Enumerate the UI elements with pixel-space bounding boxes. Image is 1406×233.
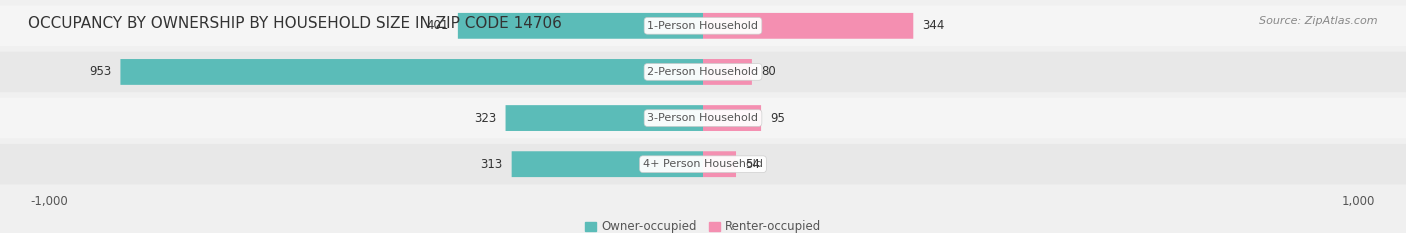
FancyBboxPatch shape (512, 151, 703, 177)
Legend: Owner-occupied, Renter-occupied: Owner-occupied, Renter-occupied (579, 216, 827, 233)
Text: 80: 80 (761, 65, 776, 79)
Text: 953: 953 (89, 65, 111, 79)
Text: 313: 313 (481, 158, 502, 171)
Text: -1,000: -1,000 (31, 195, 69, 208)
FancyBboxPatch shape (0, 144, 1406, 185)
FancyBboxPatch shape (703, 151, 735, 177)
Text: 95: 95 (770, 112, 785, 125)
FancyBboxPatch shape (703, 105, 761, 131)
FancyBboxPatch shape (121, 59, 703, 85)
FancyBboxPatch shape (506, 105, 703, 131)
FancyBboxPatch shape (0, 98, 1406, 138)
Text: 1,000: 1,000 (1343, 195, 1375, 208)
Text: 2-Person Household: 2-Person Household (647, 67, 759, 77)
Text: 1-Person Household: 1-Person Household (648, 21, 758, 31)
Text: 4+ Person Household: 4+ Person Household (643, 159, 763, 169)
FancyBboxPatch shape (0, 52, 1406, 92)
FancyBboxPatch shape (703, 59, 752, 85)
Text: OCCUPANCY BY OWNERSHIP BY HOUSEHOLD SIZE IN ZIP CODE 14706: OCCUPANCY BY OWNERSHIP BY HOUSEHOLD SIZE… (28, 16, 562, 31)
FancyBboxPatch shape (458, 13, 703, 39)
Text: 344: 344 (922, 19, 945, 32)
Text: 401: 401 (426, 19, 449, 32)
Text: 54: 54 (745, 158, 761, 171)
FancyBboxPatch shape (0, 6, 1406, 46)
Text: 3-Person Household: 3-Person Household (648, 113, 758, 123)
FancyBboxPatch shape (703, 13, 914, 39)
Text: 323: 323 (474, 112, 496, 125)
Text: Source: ZipAtlas.com: Source: ZipAtlas.com (1260, 16, 1378, 26)
